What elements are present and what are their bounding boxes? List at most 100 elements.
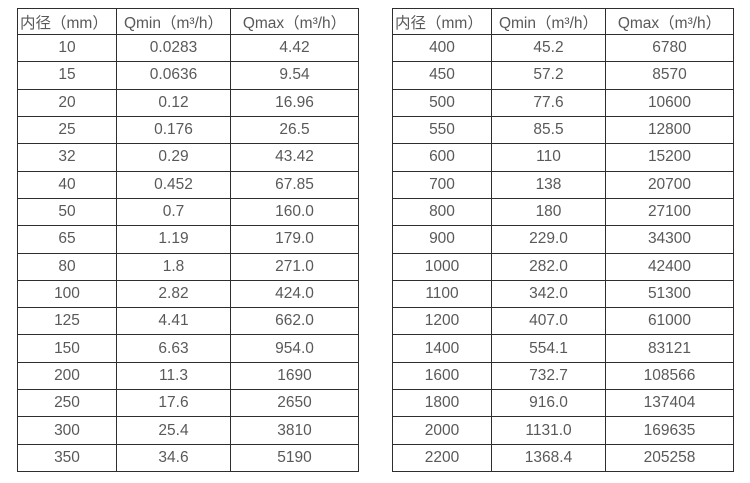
table-row: 450 57.2 8570	[392, 61, 734, 90]
table-cell: 11.3	[116, 361, 231, 391]
table-cell: 20700	[605, 170, 734, 199]
table-cell: 1131.0	[491, 416, 606, 445]
table-row: 1400 554.1 83121	[392, 334, 734, 363]
table-header: 内径（mm） Qmin（m³/h） Qmax（m³/h）	[17, 8, 359, 35]
table-cell: 51300	[605, 279, 734, 309]
table-cell: 5190	[230, 443, 359, 473]
table-cell: 3810	[230, 416, 359, 445]
table-cell: 205258	[605, 443, 734, 473]
table-cell: 0.0283	[116, 33, 231, 63]
table-cell: 500	[392, 88, 492, 117]
table-cell: 2000	[392, 416, 492, 445]
table-row: 300 25.4 3810	[17, 416, 359, 445]
table-body: 10 0.0283 4.42 15 0.0636 9.54 20 0.12 16.96 25 0.1…	[17, 33, 359, 473]
table-cell: 1400	[392, 334, 492, 363]
table-cell: 42400	[605, 252, 734, 281]
table-row: 15 0.0636 9.54	[17, 61, 359, 90]
table-cell: 0.7	[116, 197, 231, 227]
table-row: 80 1.8 271.0	[17, 252, 359, 281]
table-cell: 700	[392, 170, 492, 199]
table-row: 65 1.19 179.0	[17, 225, 359, 254]
table-cell: 350	[17, 443, 117, 473]
table-row: 1600 732.7 108566	[392, 361, 734, 391]
table-cell: 200	[17, 361, 117, 391]
column-header: Qmax（m³/h）	[230, 8, 359, 35]
table-cell: 4.41	[116, 307, 231, 336]
header-row: 内径（mm） Qmin（m³/h） Qmax（m³/h）	[392, 8, 734, 35]
table-cell: 1600	[392, 361, 492, 391]
table-cell: 43.42	[230, 143, 359, 172]
table-cell: 1200	[392, 307, 492, 336]
table-cell: 550	[392, 115, 492, 145]
table-row: 1000 282.0 42400	[392, 252, 734, 281]
table-row: 2200 1368.4 205258	[392, 443, 734, 473]
table-row: 350 34.6 5190	[17, 443, 359, 473]
table-cell: 2.82	[116, 279, 231, 309]
table-cell: 0.176	[116, 115, 231, 145]
table-cell: 16.96	[230, 88, 359, 117]
table-row: 32 0.29 43.42	[17, 143, 359, 172]
table-row: 500 77.6 10600	[392, 88, 734, 117]
table-cell: 6780	[605, 33, 734, 63]
table-cell: 25.4	[116, 416, 231, 445]
table-cell: 554.1	[491, 334, 606, 363]
table-cell: 32	[17, 143, 117, 172]
table-cell: 160.0	[230, 197, 359, 227]
table-cell: 25	[17, 115, 117, 145]
flow-rate-table-right: 内径（mm） Qmin（m³/h） Qmax（m³/h） 400 45.2 6780 45…	[392, 8, 734, 473]
table-cell: 138	[491, 170, 606, 199]
table-cell: 600	[392, 143, 492, 172]
table-cell: 2200	[392, 443, 492, 473]
column-header: Qmax（m³/h）	[605, 8, 734, 35]
table-cell: 85.5	[491, 115, 606, 145]
table-cell: 229.0	[491, 225, 606, 254]
table-cell: 45.2	[491, 33, 606, 63]
table-row: 400 45.2 6780	[392, 33, 734, 63]
table-cell: 100	[17, 279, 117, 309]
table-row: 600 110 15200	[392, 143, 734, 172]
table-cell: 2650	[230, 389, 359, 418]
table-row: 700 138 20700	[392, 170, 734, 199]
table-row: 1800 916.0 137404	[392, 389, 734, 418]
table-row: 550 85.5 12800	[392, 115, 734, 145]
table-row: 250 17.6 2650	[17, 389, 359, 418]
table-cell: 65	[17, 225, 117, 254]
table-cell: 1100	[392, 279, 492, 309]
table-cell: 10	[17, 33, 117, 63]
table-cell: 108566	[605, 361, 734, 391]
table-row: 800 180 27100	[392, 197, 734, 227]
table-cell: 1.19	[116, 225, 231, 254]
table-cell: 180	[491, 197, 606, 227]
table-row: 125 4.41 662.0	[17, 307, 359, 336]
table-cell: 1368.4	[491, 443, 606, 473]
table-cell: 800	[392, 197, 492, 227]
table-cell: 67.85	[230, 170, 359, 199]
table-cell: 916.0	[491, 389, 606, 418]
table-cell: 271.0	[230, 252, 359, 281]
table-cell: 407.0	[491, 307, 606, 336]
table-cell: 80	[17, 252, 117, 281]
table-body: 400 45.2 6780 450 57.2 8570 500 77.6 10600 550 85.…	[392, 33, 734, 473]
table-cell: 8570	[605, 61, 734, 90]
table-cell: 77.6	[491, 88, 606, 117]
table-row: 150 6.63 954.0	[17, 334, 359, 363]
table-cell: 1000	[392, 252, 492, 281]
table-cell: 27100	[605, 197, 734, 227]
table-cell: 61000	[605, 307, 734, 336]
table-cell: 40	[17, 170, 117, 199]
column-header: 内径（mm）	[392, 8, 492, 35]
table-cell: 954.0	[230, 334, 359, 363]
table-cell: 57.2	[491, 61, 606, 90]
column-header: Qmin（m³/h）	[116, 8, 231, 35]
table-cell: 9.54	[230, 61, 359, 90]
column-header: Qmin（m³/h）	[491, 8, 606, 35]
table-cell: 34300	[605, 225, 734, 254]
table-cell: 50	[17, 197, 117, 227]
table-cell: 137404	[605, 389, 734, 418]
table-cell: 6.63	[116, 334, 231, 363]
table-cell: 1.8	[116, 252, 231, 281]
table-row: 100 2.82 424.0	[17, 279, 359, 309]
table-cell: 125	[17, 307, 117, 336]
table-row: 10 0.0283 4.42	[17, 33, 359, 63]
